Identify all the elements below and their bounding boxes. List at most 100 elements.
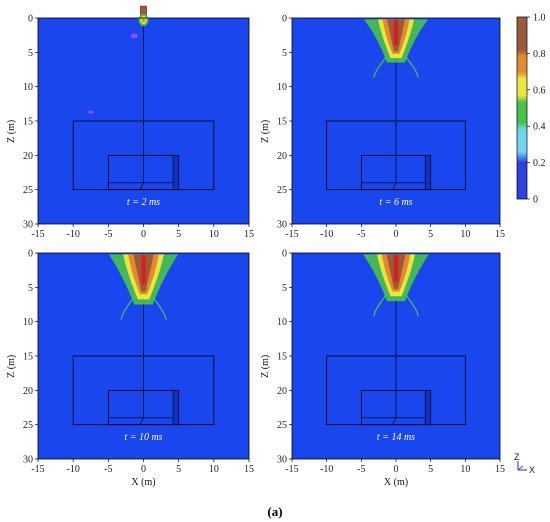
x-tick-label: -10 [320, 229, 333, 240]
structure-inner-face [172, 390, 179, 425]
x-tick-label: 5 [176, 464, 181, 475]
x-tick-label: -15 [31, 464, 44, 475]
time-label: t = 10 ms [124, 432, 162, 443]
x-tick-label: -5 [104, 464, 112, 475]
x-tick-label: -15 [285, 229, 298, 240]
plume-tail-left [373, 291, 390, 317]
y-tick-label: 0 [28, 14, 33, 25]
triad-y-axis [517, 465, 524, 471]
panel-4: -15 -10 -5 0 5 10 15 0 5 10 15 20 25 30 Z (m) X (m) t = … [260, 249, 505, 489]
panel-2: -15 -10 -5 0 5 10 15 0 5 10 15 20 25 30 Z (m) t = 6 ms [260, 14, 505, 241]
y-tick-label: 15 [23, 352, 33, 363]
x-tick-label: 5 [428, 229, 433, 240]
y-tick-label: 0 [282, 249, 287, 260]
x-tick-label: 10 [209, 229, 219, 240]
plume-jet [141, 255, 146, 284]
x-tick-label: -10 [66, 229, 79, 240]
colorbar-tick-label: 0 [533, 195, 538, 206]
plume-tail-left [373, 53, 390, 78]
panel-3: -15 -10 -5 0 5 10 15 0 5 10 15 20 25 30 Z (m) X (m) t = … [6, 249, 254, 489]
y-tick-label: 10 [277, 317, 287, 328]
structure-inner-face [424, 155, 431, 190]
y-axis-label: Z (m) [6, 120, 17, 143]
colorbar-tick-label: 0.6 [533, 85, 546, 96]
time-label: t = 6 ms [379, 197, 412, 208]
y-tick-label: 15 [23, 117, 33, 128]
triad-z-label: Z [514, 452, 520, 462]
y-tick-label: 25 [23, 185, 33, 196]
plume-jet [393, 255, 399, 282]
x-tick-label: -5 [357, 229, 365, 240]
time-label: t = 2 ms [127, 197, 160, 208]
y-tick-label: 25 [23, 420, 33, 431]
plume-speck [87, 110, 94, 114]
y-tick-label: 5 [28, 48, 33, 59]
structure-center-line-end [139, 182, 144, 190]
figure-caption: (a) [267, 504, 282, 519]
y-tick-label: 10 [277, 82, 287, 93]
colorbar-tick-label: 1.0 [533, 13, 546, 24]
x-tick-label: -10 [320, 464, 333, 475]
x-tick-label: 15 [495, 229, 505, 240]
colorbar-tick-label: 0.4 [533, 122, 546, 133]
x-tick-label: 10 [460, 229, 470, 240]
plume-jet [393, 20, 399, 45]
plume-core [142, 17, 145, 23]
y-tick-label: 25 [277, 185, 287, 196]
y-axis-label: Z (m) [260, 355, 271, 378]
colorbar-tick-label: 0.2 [533, 158, 546, 169]
colorbar-tick-label: 0.8 [533, 49, 546, 60]
y-tick-label: 0 [282, 14, 287, 25]
x-tick-label: 0 [141, 464, 146, 475]
x-tick-label: 15 [495, 464, 505, 475]
structure-center-line-end [139, 417, 144, 425]
axis-triad: Z X [514, 452, 535, 475]
plume-tail-right [150, 293, 167, 320]
y-tick-label: 20 [277, 386, 287, 397]
plume-tail-right [402, 53, 419, 78]
x-tick-label: -15 [31, 229, 44, 240]
structure-inner-face [424, 390, 431, 425]
y-tick-label: 20 [277, 151, 287, 162]
x-axis-label: X (m) [131, 477, 155, 488]
y-tick-label: 20 [23, 151, 33, 162]
y-tick-label: 5 [282, 48, 287, 59]
y-axis-label: Z (m) [260, 120, 271, 143]
x-tick-label: 10 [460, 464, 470, 475]
plume-tail-left [120, 293, 137, 320]
y-tick-label: 30 [23, 455, 33, 466]
plume-tail-right [402, 291, 419, 317]
x-tick-label: 5 [428, 464, 433, 475]
x-tick-label: -5 [357, 464, 365, 475]
y-tick-label: 25 [277, 420, 287, 431]
x-tick-label: 10 [209, 464, 219, 475]
triad-x-label: X [529, 465, 535, 475]
colorbar: 1.0 0.8 0.6 0.4 0.2 0 [516, 13, 546, 206]
structure-center-line-end [392, 417, 397, 425]
time-label: t = 14 ms [377, 432, 415, 443]
x-tick-label: -5 [104, 229, 112, 240]
y-tick-label: 30 [277, 220, 287, 231]
y-tick-label: 10 [23, 317, 33, 328]
x-tick-label: 5 [176, 229, 181, 240]
x-tick-label: 15 [244, 229, 254, 240]
y-tick-label: 10 [23, 82, 33, 93]
y-tick-label: 15 [277, 352, 287, 363]
y-tick-label: 5 [282, 283, 287, 294]
y-tick-label: 30 [277, 455, 287, 466]
plume-splash [130, 33, 138, 39]
y-axis-label: Z (m) [6, 355, 17, 378]
structure-inner-face [172, 155, 179, 190]
y-tick-label: 30 [23, 220, 33, 231]
x-tick-label: -15 [285, 464, 298, 475]
panel-1: -15 -10 -5 0 5 10 15 0 5 10 15 20 25 30 Z (m) t = 2 ms [6, 5, 254, 240]
colorbar-bar [516, 16, 528, 200]
x-tick-label: 0 [141, 229, 146, 240]
x-tick-label: -10 [66, 464, 79, 475]
x-tick-label: 0 [394, 464, 399, 475]
x-axis-label: X (m) [384, 477, 408, 488]
x-tick-label: 15 [244, 464, 254, 475]
y-tick-label: 5 [28, 283, 33, 294]
